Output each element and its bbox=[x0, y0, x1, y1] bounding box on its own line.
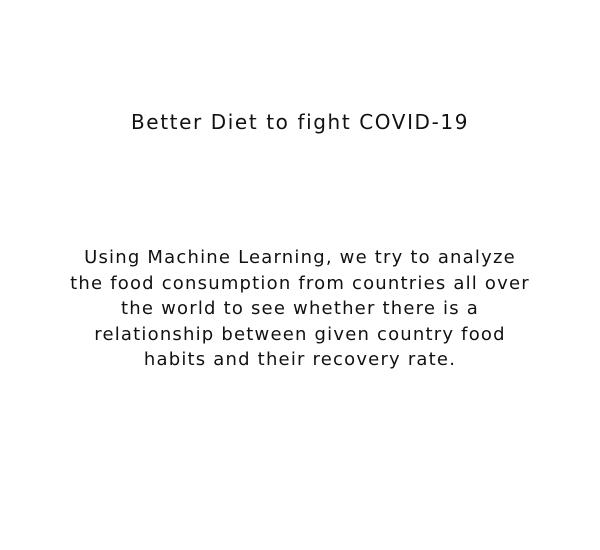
description-line: the world to see whether there is a bbox=[121, 298, 479, 319]
description-line: relationship between given country food bbox=[94, 323, 506, 345]
slide-title: Better Diet to fight COVID-19 bbox=[130, 110, 470, 134]
slide-description: Using Machine Learning, we try to analyz… bbox=[30, 245, 570, 373]
description-line: the food consumption from countries all … bbox=[70, 272, 530, 294]
description-line: habits and their recovery rate. bbox=[143, 349, 457, 370]
description-line: Using Machine Learning, we try to analyz… bbox=[84, 247, 516, 268]
